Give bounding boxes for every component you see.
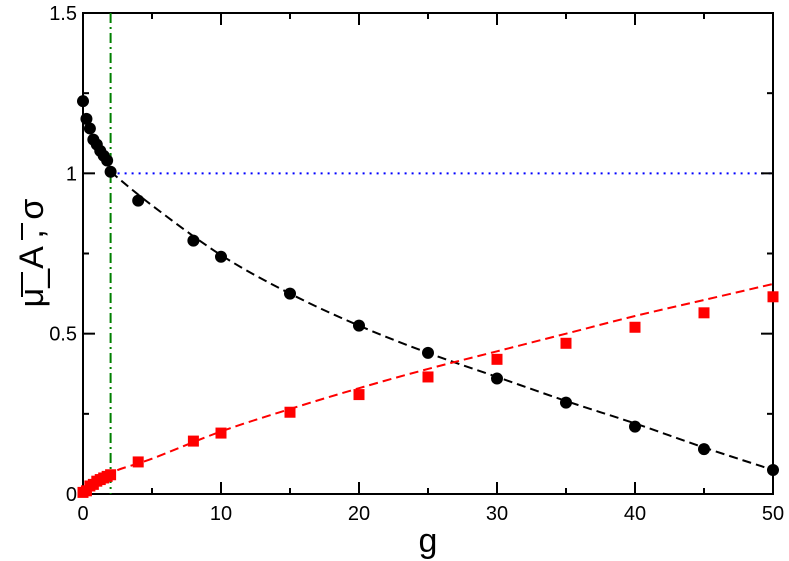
circle-point	[77, 95, 89, 108]
square-point	[132, 456, 144, 468]
square-point	[629, 321, 641, 333]
circle-point	[104, 165, 117, 178]
square-point	[215, 427, 227, 439]
square-point	[698, 307, 710, 319]
circle-point	[80, 112, 93, 125]
x-tick-label: 50	[762, 503, 784, 525]
x-axis-label: g	[419, 522, 438, 560]
x-tick-label: 40	[624, 503, 646, 525]
circle-point	[101, 154, 114, 167]
square-point	[284, 406, 296, 418]
data-points	[77, 95, 779, 498]
plot-frame	[82, 12, 774, 495]
square-point	[105, 469, 117, 481]
circle-point	[187, 234, 200, 247]
circle-point	[83, 122, 96, 135]
fit-lines	[82, 170, 774, 495]
circle-point	[132, 194, 145, 207]
y-tick-label: 1	[66, 163, 77, 185]
circle-point	[698, 443, 710, 456]
circle-point	[353, 319, 365, 332]
square-point	[422, 371, 434, 383]
y-tick-label: 1.5	[49, 3, 77, 25]
circle-point	[215, 250, 227, 263]
square-point	[560, 337, 572, 349]
reference-lines	[109, 13, 773, 494]
circle-point	[422, 346, 434, 359]
square-point	[353, 389, 365, 401]
circle-point	[560, 396, 572, 409]
square-point	[491, 353, 503, 365]
square-point	[767, 291, 779, 303]
circle-point	[284, 287, 296, 300]
fit-line-0	[109, 170, 774, 471]
square-point	[187, 435, 199, 447]
circle-point	[491, 372, 503, 385]
y-axis-label: μ_A , σ	[13, 199, 51, 308]
y-tick-label: 0.5	[49, 324, 77, 346]
y-tick-label: 0	[66, 484, 77, 506]
x-tick-label: 20	[348, 503, 370, 525]
x-tick-label: 10	[210, 503, 232, 525]
x-tick-label: 30	[486, 503, 508, 525]
axis-ticks: 0 10 20 30 40 50 0 0.5 1 1.5	[49, 3, 784, 525]
circle-point	[767, 463, 779, 476]
circle-point	[629, 420, 641, 433]
fit-line-1	[82, 282, 774, 495]
x-tick-label: 0	[77, 503, 88, 525]
